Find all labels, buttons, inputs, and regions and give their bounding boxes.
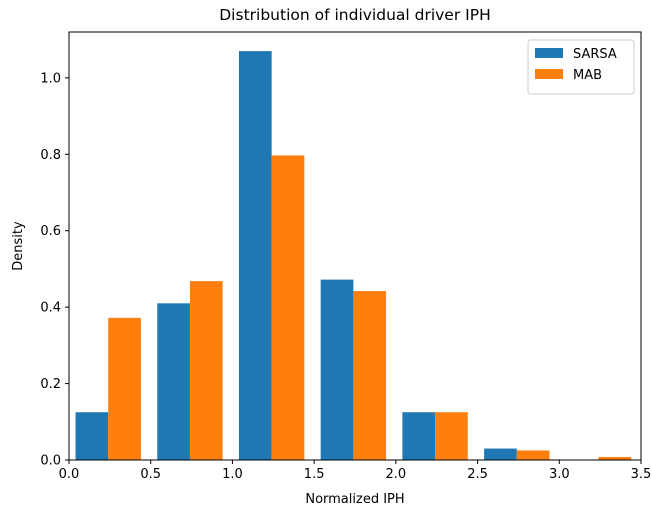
bar-sarsa-2: [238, 51, 272, 460]
x-axis-ticks: 0.0 0.5 1.0 1.5 2.0 2.5 3.0 3.5: [59, 460, 652, 482]
bar-mab-2: [271, 155, 305, 461]
legend: SARSA MAB: [527, 39, 635, 95]
bar-mab-3: [353, 291, 387, 460]
y-tick-label: 0.4: [40, 301, 61, 316]
bar-mab-4: [435, 412, 468, 460]
bar-sarsa-3: [320, 279, 354, 460]
legend-swatch-mab: [535, 69, 563, 79]
bars-group: [75, 51, 632, 461]
y-axis-ticks: 0.0 0.2 0.4 0.6 0.8 1.0: [40, 71, 69, 469]
legend-swatch-sarsa: [535, 48, 563, 58]
x-tick-label: 3.0: [549, 467, 570, 482]
x-tick-label: 3.5: [631, 467, 652, 482]
x-axis-label: Normalized IPH: [305, 492, 404, 507]
bar-sarsa-0: [75, 412, 109, 460]
bar-sarsa-5: [484, 448, 517, 460]
bar-mab-1: [189, 281, 223, 460]
chart-title: Distribution of individual driver IPH: [219, 6, 490, 24]
bar-sarsa-4: [402, 412, 436, 460]
bar-sarsa-1: [157, 303, 190, 460]
y-tick-label: 0.0: [40, 454, 61, 469]
legend-label-mab: MAB: [573, 68, 602, 83]
bar-mab-0: [108, 317, 141, 460]
bar-mab-6: [598, 456, 632, 460]
legend-label-sarsa: SARSA: [573, 47, 617, 62]
plot-frame: [68, 31, 642, 461]
x-tick-label: 1.5: [304, 467, 325, 482]
y-tick-label: 0.6: [40, 224, 61, 239]
x-tick-label: 0.5: [140, 467, 161, 482]
y-axis-label: Density: [11, 221, 26, 271]
x-tick-label: 2.0: [386, 467, 407, 482]
x-tick-label: 2.5: [467, 467, 488, 482]
x-tick-label: 0.0: [59, 467, 80, 482]
y-tick-label: 0.2: [40, 377, 61, 392]
y-tick-label: 0.8: [40, 148, 61, 163]
x-tick-label: 1.0: [222, 467, 243, 482]
y-tick-label: 1.0: [40, 71, 61, 86]
bar-mab-5: [516, 450, 550, 460]
